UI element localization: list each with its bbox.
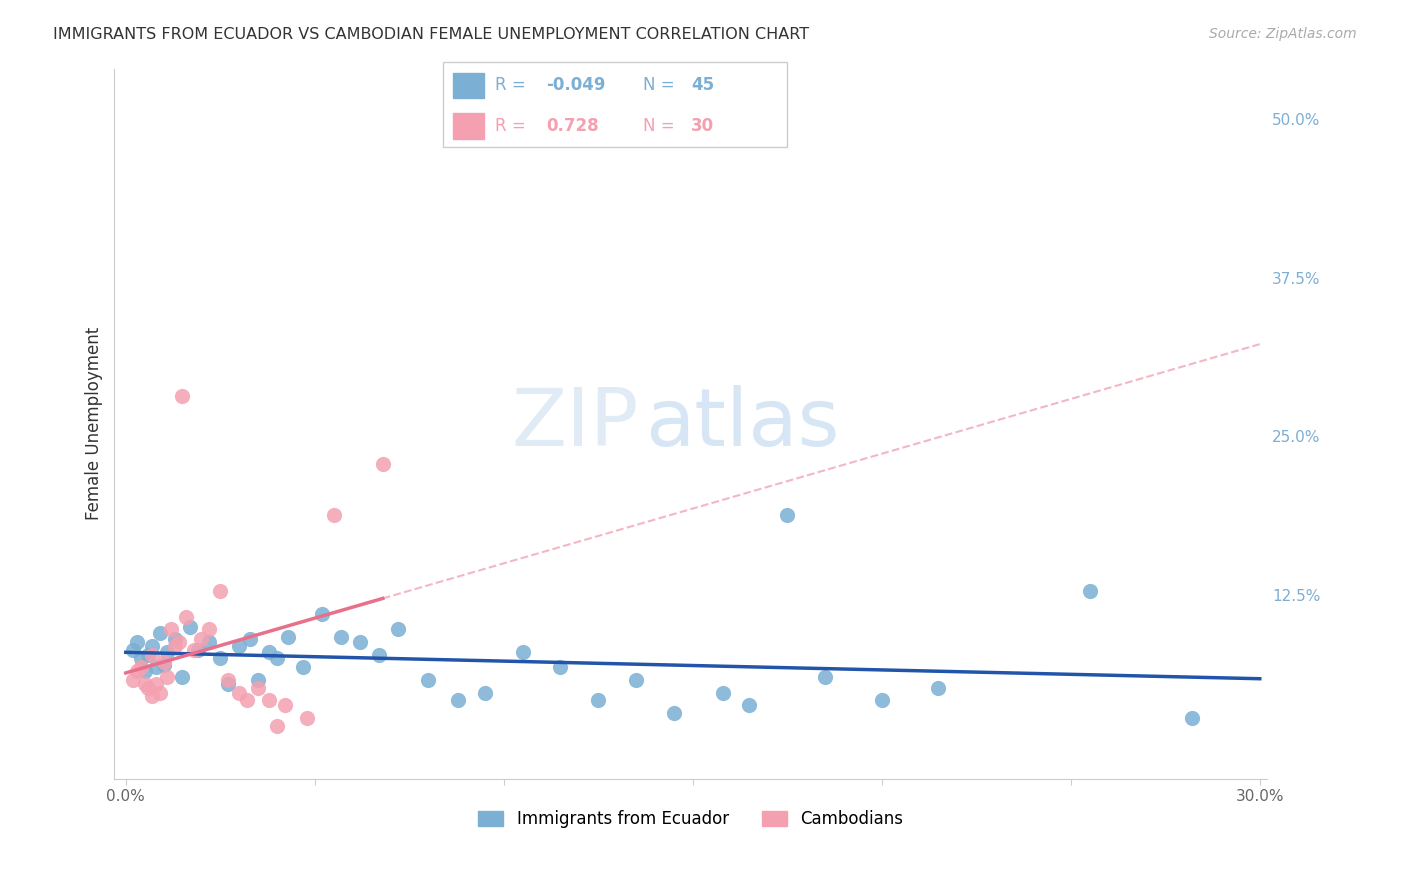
Point xyxy=(145,677,167,691)
Text: Source: ZipAtlas.com: Source: ZipAtlas.com xyxy=(1209,27,1357,41)
Text: R =: R = xyxy=(495,77,530,95)
Point xyxy=(141,690,163,704)
Point xyxy=(474,686,496,700)
Point xyxy=(259,645,281,659)
Point xyxy=(183,642,205,657)
Point xyxy=(259,693,281,707)
Point xyxy=(273,698,295,713)
Bar xyxy=(453,113,484,139)
Point xyxy=(174,609,197,624)
Point xyxy=(1078,584,1101,599)
Point xyxy=(172,389,194,403)
Point xyxy=(295,711,318,725)
Point xyxy=(190,632,212,647)
Point xyxy=(179,620,201,634)
Point xyxy=(198,635,221,649)
Point xyxy=(228,686,250,700)
Point xyxy=(149,626,172,640)
Point xyxy=(870,693,893,707)
Point xyxy=(266,718,288,732)
Point xyxy=(129,660,152,674)
Point xyxy=(927,681,949,695)
Text: 0.728: 0.728 xyxy=(546,117,599,135)
Text: 30: 30 xyxy=(690,117,714,135)
Point xyxy=(138,681,160,695)
Point xyxy=(235,693,257,707)
Point xyxy=(624,673,647,687)
Point xyxy=(512,645,534,659)
Point xyxy=(122,642,145,657)
Point xyxy=(134,664,156,678)
Point xyxy=(160,622,183,636)
FancyBboxPatch shape xyxy=(443,62,787,147)
Point xyxy=(588,693,610,707)
Point xyxy=(163,632,186,647)
Point xyxy=(292,660,315,674)
Point xyxy=(138,648,160,662)
Point xyxy=(167,635,190,649)
Point xyxy=(266,651,288,665)
Point xyxy=(311,607,333,621)
Point xyxy=(127,664,149,678)
Text: IMMIGRANTS FROM ECUADOR VS CAMBODIAN FEMALE UNEMPLOYMENT CORRELATION CHART: IMMIGRANTS FROM ECUADOR VS CAMBODIAN FEM… xyxy=(53,27,810,42)
Point xyxy=(209,584,232,599)
Text: atlas: atlas xyxy=(645,384,839,463)
Point xyxy=(152,655,174,669)
Point xyxy=(152,657,174,672)
Point xyxy=(776,508,799,522)
Point xyxy=(662,706,685,720)
Point xyxy=(738,698,761,713)
Text: N =: N = xyxy=(643,77,679,95)
Point xyxy=(209,651,232,665)
Point xyxy=(163,639,186,653)
Point xyxy=(156,670,179,684)
Point xyxy=(141,648,163,662)
Point xyxy=(368,648,391,662)
Point xyxy=(187,642,209,657)
Point xyxy=(145,660,167,674)
Bar xyxy=(453,72,484,98)
Point xyxy=(387,622,409,636)
Point xyxy=(322,508,344,522)
Point xyxy=(711,686,734,700)
Point xyxy=(814,670,837,684)
Point xyxy=(198,622,221,636)
Point xyxy=(371,458,394,472)
Point xyxy=(122,673,145,687)
Point xyxy=(217,673,239,687)
Point xyxy=(134,677,156,691)
Legend: Immigrants from Ecuador, Cambodians: Immigrants from Ecuador, Cambodians xyxy=(471,803,910,835)
Point xyxy=(228,639,250,653)
Point xyxy=(550,660,572,674)
Point xyxy=(447,693,470,707)
Point xyxy=(277,630,299,644)
Point xyxy=(172,670,194,684)
Point xyxy=(129,651,152,665)
Point xyxy=(349,635,371,649)
Point xyxy=(156,645,179,659)
Point xyxy=(247,673,270,687)
Text: 45: 45 xyxy=(690,77,714,95)
Point xyxy=(127,635,149,649)
Point xyxy=(217,677,239,691)
Point xyxy=(330,630,353,644)
Point xyxy=(247,681,270,695)
Point xyxy=(149,686,172,700)
Point xyxy=(418,673,440,687)
Text: N =: N = xyxy=(643,117,679,135)
Text: -0.049: -0.049 xyxy=(546,77,606,95)
Y-axis label: Female Unemployment: Female Unemployment xyxy=(86,327,103,520)
Text: R =: R = xyxy=(495,117,530,135)
Point xyxy=(239,632,262,647)
Text: ZIP: ZIP xyxy=(512,384,638,463)
Point xyxy=(1181,711,1204,725)
Point xyxy=(141,639,163,653)
